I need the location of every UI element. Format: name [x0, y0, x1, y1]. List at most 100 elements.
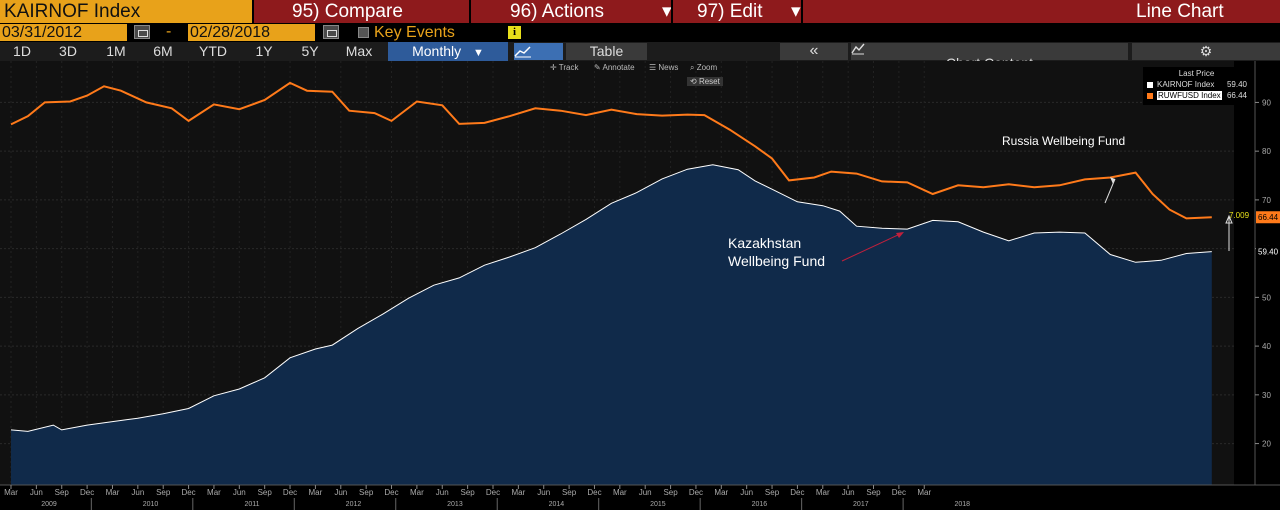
- period-1y[interactable]: 1Y: [255, 43, 273, 59]
- x-tick-label: Dec: [689, 488, 703, 497]
- date-range-bar: 03/31/2012 - 02/28/2018 Key Events i: [0, 23, 1280, 42]
- x-tick-label: Jun: [639, 488, 652, 497]
- divider: [252, 0, 254, 23]
- calendar-icon[interactable]: [134, 25, 150, 39]
- line-chart-icon: [514, 46, 531, 58]
- date-separator: -: [166, 23, 172, 40]
- x-tick-label: Mar: [613, 488, 627, 497]
- series-fills: [11, 164, 1212, 486]
- frequency-select[interactable]: Monthly ▼: [388, 42, 508, 61]
- x-year-label: 2011: [244, 501, 259, 508]
- last-value-tag: [1256, 245, 1280, 258]
- last-value-tag-label: 59.40: [1258, 248, 1279, 257]
- table-view-button[interactable]: Table: [566, 43, 647, 60]
- x-tick-label: Dec: [80, 488, 94, 497]
- kazakhstan-fund-annotation-line2[interactable]: Wellbeing Fund: [728, 253, 826, 269]
- x-tick-label: Jun: [233, 488, 246, 497]
- gear-icon: ⚙: [1199, 43, 1213, 59]
- legend-item[interactable]: KAIRNOF Index 59.40: [1147, 80, 1247, 90]
- x-year-label: 2017: [853, 501, 869, 508]
- chevron-down-icon: ▾: [791, 1, 801, 22]
- x-tick-label: Jun: [436, 488, 449, 497]
- track-tool[interactable]: ✛ Track: [550, 63, 579, 72]
- key-events-checkbox[interactable]: [358, 27, 369, 38]
- x-tick-label: Dec: [790, 488, 804, 497]
- x-year-label: 2015: [650, 501, 666, 508]
- period-5y[interactable]: 5Y: [301, 43, 319, 59]
- price-chart[interactable]: 2030405060708090 MarJunSepDecMarJunSepDe…: [0, 61, 1280, 510]
- y-tick-label: 40: [1262, 342, 1271, 351]
- period-1d[interactable]: 1D: [13, 43, 31, 59]
- y-tick-label: 20: [1262, 440, 1271, 449]
- period-ytd[interactable]: YTD: [199, 43, 227, 59]
- x-tick-label: Dec: [283, 488, 297, 497]
- x-tick-label: Jun: [740, 488, 753, 497]
- x-tick-label: Dec: [587, 488, 601, 497]
- last-value-tag-label: 66.44: [1258, 213, 1279, 222]
- start-date-field[interactable]: 03/31/2012: [0, 24, 127, 41]
- legend-swatch: [1147, 82, 1153, 88]
- compare-menu[interactable]: 95) Compare: [292, 1, 403, 22]
- divider: [671, 0, 673, 23]
- period-3d[interactable]: 3D: [59, 43, 77, 59]
- kazakhstan-fund-annotation-line1[interactable]: Kazakhstan: [728, 235, 802, 251]
- chart-content-button[interactable]: Chart Content: [851, 43, 1128, 71]
- info-icon[interactable]: i: [508, 26, 521, 39]
- ticker-field[interactable]: KAIRNOF Index: [0, 0, 252, 23]
- x-tick-label: Sep: [55, 488, 70, 497]
- news-tool[interactable]: ☰ News: [649, 63, 679, 72]
- series-area-kairnof: [11, 164, 1212, 486]
- period-max[interactable]: Max: [345, 43, 373, 59]
- annotate-tool[interactable]: ✎ Annotate: [594, 63, 635, 72]
- x-tick-label: Dec: [892, 488, 906, 497]
- last-value-tags: 66.44 59.40: [1256, 211, 1280, 258]
- legend-header: Last Price: [1178, 69, 1215, 78]
- chart-area[interactable]: 2030405060708090 MarJunSepDecMarJunSepDe…: [0, 61, 1280, 510]
- x-tick-label: Mar: [309, 488, 323, 497]
- x-tick-label: Mar: [207, 488, 221, 497]
- zoom-tool[interactable]: ⌕ Zoom: [690, 63, 718, 72]
- x-tick-label: Mar: [714, 488, 728, 497]
- chevron-down-icon: ▾: [662, 1, 672, 22]
- x-tick-label: Jun: [334, 488, 347, 497]
- chart-content-icon: [851, 43, 865, 55]
- x-tick-label: Dec: [486, 488, 500, 497]
- x-tick-label: Dec: [384, 488, 398, 497]
- x-tick-label: Mar: [410, 488, 424, 497]
- x-tick-label: Sep: [765, 488, 780, 497]
- y-tick-label: 50: [1262, 293, 1271, 302]
- series-line-kairnof: [10, 164, 1212, 432]
- x-tick-label: Sep: [461, 488, 476, 497]
- difference-label: 7.009: [1229, 211, 1250, 220]
- x-tick-label: Mar: [511, 488, 525, 497]
- edit-menu[interactable]: 97) Edit: [697, 1, 763, 22]
- x-year-label: 2016: [752, 501, 768, 508]
- x-tick-label: Dec: [181, 488, 195, 497]
- last-value-tag: [1256, 211, 1280, 224]
- legend-item[interactable]: RUWFUSD Index 66.44: [1147, 91, 1247, 101]
- x-axis-ticks: Mar Jun Sep Dec Mar Jun Sep Dec Mar Jun Sep Dec Mar J…: [4, 485, 970, 510]
- russia-fund-annotation[interactable]: Russia Wellbeing Fund: [1002, 134, 1126, 148]
- settings-button[interactable]: ⚙: [1132, 43, 1280, 60]
- legend-series-value: 59.40: [1226, 80, 1247, 89]
- x-tick-label: Jun: [30, 488, 43, 497]
- x-year-label: 2009: [41, 501, 57, 508]
- period-1m[interactable]: 1M: [106, 43, 126, 59]
- calendar-icon[interactable]: [323, 25, 339, 39]
- reset-button[interactable]: ⟲ Reset: [687, 77, 723, 86]
- chevron-down-icon: ▼: [473, 47, 484, 59]
- collapse-panel-button[interactable]: «: [780, 43, 848, 60]
- y-tick-label: 90: [1262, 98, 1271, 107]
- y-tick-label: 70: [1262, 196, 1271, 205]
- line-chart-view-button[interactable]: [514, 43, 563, 60]
- arrow-head: [1110, 177, 1115, 184]
- x-tick-label: Mar: [917, 488, 931, 497]
- y-tick-label: 30: [1262, 391, 1271, 400]
- period-6m[interactable]: 6M: [153, 43, 173, 59]
- period-toolbar: 1D 3D 1M 6M YTD 1Y 5Y Max Monthly ▼ Tabl…: [0, 42, 1280, 71]
- end-date-field[interactable]: 02/28/2018: [188, 24, 315, 41]
- x-tick-label: Sep: [562, 488, 577, 497]
- series-lines: [10, 81, 1212, 432]
- x-year-label: 2010: [143, 501, 159, 508]
- actions-menu[interactable]: 96) Actions: [510, 1, 604, 22]
